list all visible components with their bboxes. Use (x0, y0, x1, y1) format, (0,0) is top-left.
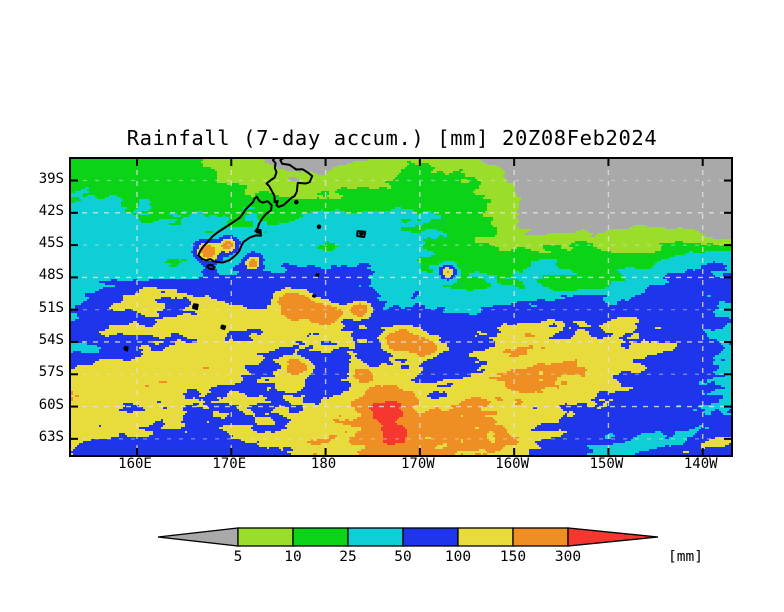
y-tick-label: 60S (38, 396, 64, 413)
colorbar-tick-label: 300 (554, 549, 582, 565)
x-axis-labels: 160E 170E 180 170W 160W 150W 140W (69, 456, 729, 480)
coastline-overlay (123, 159, 367, 352)
axis-ticks (71, 159, 731, 455)
y-tick-label: 54S (38, 331, 64, 348)
y-axis-labels: 39S 42S 45S 48S 51S 54S 57S 60S 63S (0, 157, 64, 453)
colorbar-tick-label: 25 (339, 549, 357, 565)
colorbar-tick-label: 100 (444, 549, 472, 565)
x-tick-label: 170E (212, 456, 247, 472)
map-plot-area (69, 157, 733, 457)
y-tick-label: 39S (38, 170, 64, 187)
x-tick-label: 180 (310, 456, 337, 472)
y-tick-label: 42S (38, 202, 64, 219)
colorbar: [mm] 5 10 25 50 100 150 300 (150, 524, 703, 570)
y-tick-label: 51S (38, 299, 64, 316)
x-tick-label: 170W (400, 456, 435, 472)
y-tick-label: 63S (38, 428, 64, 445)
rainfall-heatmap-canvas (71, 159, 731, 455)
x-tick-label: 140W (683, 456, 718, 472)
x-tick-label: 150W (589, 456, 624, 472)
x-tick-label: 160W (495, 456, 529, 472)
colorbar-swatches (157, 527, 659, 547)
colorbar-tick-label: 5 (233, 549, 243, 565)
map-gridlines (71, 159, 731, 455)
colorbar-units-label: [mm] (668, 549, 703, 565)
y-tick-label: 57S (38, 364, 64, 381)
colorbar-tick-label: 150 (499, 549, 527, 565)
map-plot-inner (71, 159, 731, 455)
colorbar-tick-label: 50 (394, 549, 412, 565)
x-tick-label: 160E (118, 456, 152, 472)
y-tick-label: 45S (38, 235, 64, 252)
page-title: Rainfall (7-day accum.) [mm] 20Z08Feb202… (126, 126, 658, 150)
y-tick-label: 48S (38, 267, 64, 284)
colorbar-tick-label: 10 (284, 549, 302, 565)
